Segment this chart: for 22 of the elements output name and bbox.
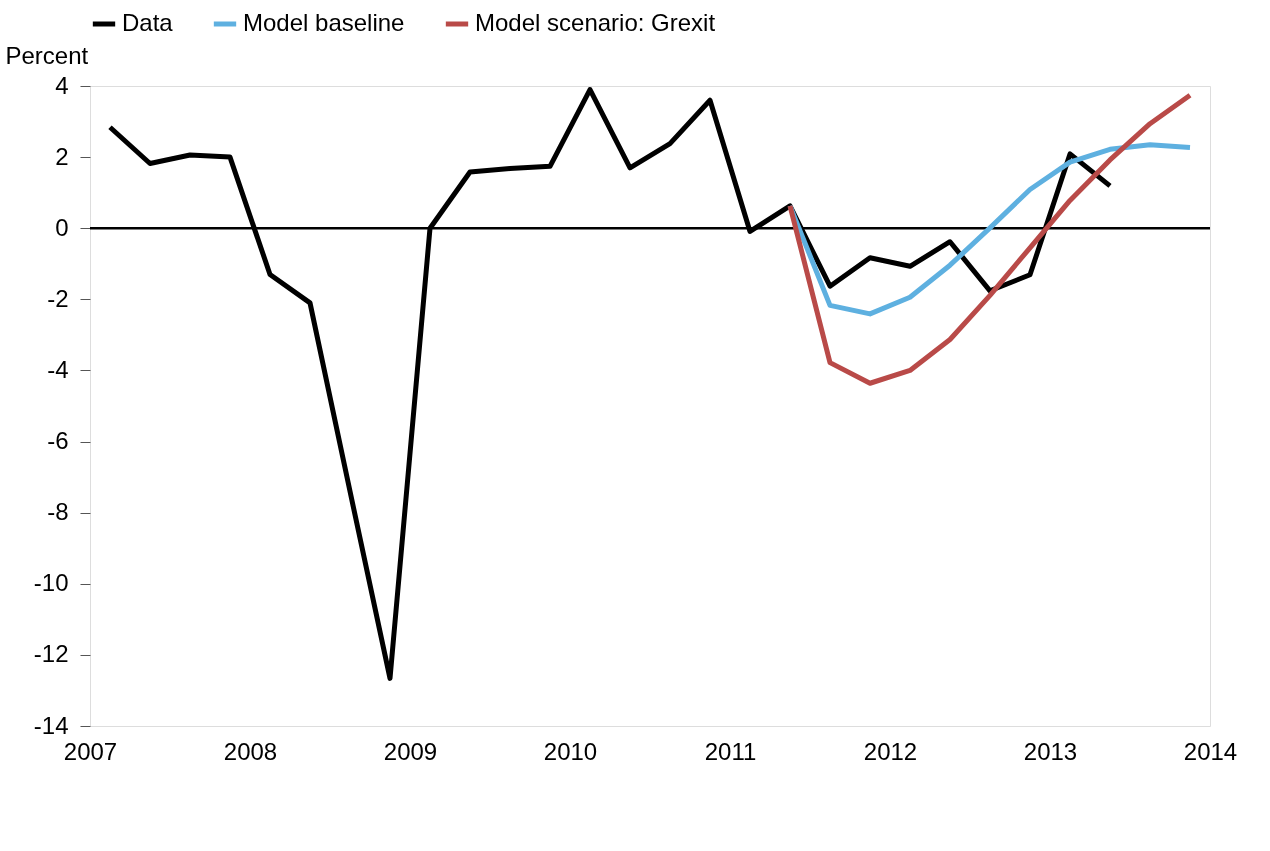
legend-label: Model scenario: Grexit [475, 9, 716, 36]
x-tick-label: 2014 [1183, 737, 1238, 765]
y-tick-label: 2 [55, 142, 69, 170]
x-tick-label: 2009 [383, 737, 438, 765]
y-tick-label: -4 [47, 355, 69, 383]
x-tick-label: 2007 [63, 737, 118, 765]
y-tick-label: -2 [47, 284, 69, 312]
x-tick-label: 2010 [543, 737, 598, 765]
y-tick-label: -6 [47, 427, 69, 455]
y-tick-label: -10 [33, 569, 69, 597]
x-tick-label: 2008 [223, 737, 278, 765]
legend-label: Data [122, 9, 174, 36]
y-tick-label: -8 [47, 498, 69, 526]
x-tick-label: 2013 [1023, 737, 1078, 765]
y-tick-label: 0 [55, 213, 69, 241]
legend-label: Model baseline [243, 9, 405, 36]
y-tick-label: 4 [55, 71, 69, 99]
y-tick-label: -14 [33, 711, 69, 739]
y-tick-label: -12 [33, 640, 69, 668]
x-tick-label: 2012 [863, 737, 918, 765]
y-axis-title: Percent [5, 41, 89, 69]
x-tick-label: 2011 [704, 737, 757, 765]
